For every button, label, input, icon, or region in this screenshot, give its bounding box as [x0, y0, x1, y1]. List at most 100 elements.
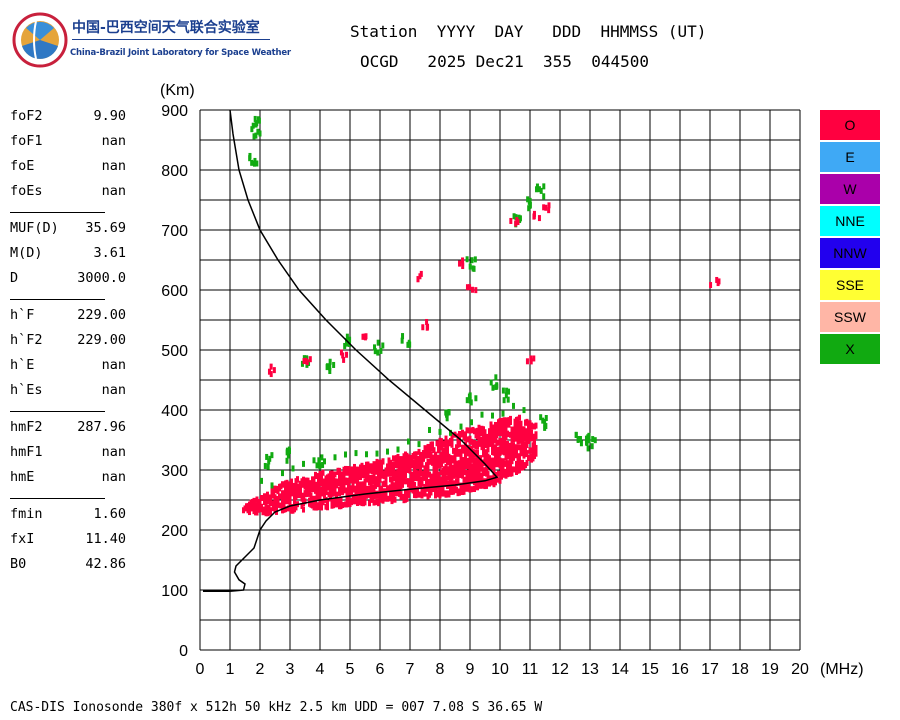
- o-mode-echo: [426, 467, 430, 474]
- parameter-value: 11.40: [85, 531, 126, 547]
- o-mode-echo: [506, 471, 509, 478]
- o-mode-echo: [516, 219, 520, 226]
- o-mode-echo: [440, 444, 443, 451]
- o-mode-echo: [438, 488, 442, 495]
- parameter-row: fmin 1.60: [10, 506, 130, 531]
- parameter-name: hmF2: [10, 419, 43, 435]
- x-mode-echo: [318, 463, 322, 470]
- x-mode-echo: [354, 450, 358, 457]
- o-mode-echo: [507, 446, 511, 453]
- o-mode-echo: [347, 483, 350, 490]
- x-mode-echo: [333, 454, 337, 461]
- x-mode-echo: [328, 358, 332, 365]
- o-mode-echo: [353, 470, 356, 477]
- parameter-row: h`Es nan: [10, 382, 130, 407]
- o-mode-echo: [351, 482, 355, 489]
- o-mode-echo: [363, 483, 367, 490]
- o-mode-echo: [366, 473, 370, 480]
- o-mode-echo: [524, 446, 527, 453]
- x-mode-echo: [470, 257, 474, 264]
- o-mode-echo: [510, 458, 514, 465]
- parameter-row: h`E nan: [10, 357, 130, 382]
- o-mode-echo: [357, 489, 361, 496]
- x-tick-label: 6: [376, 661, 385, 678]
- o-mode-echo: [426, 323, 430, 330]
- x-mode-echo: [491, 412, 494, 419]
- o-mode-echo: [458, 440, 461, 447]
- o-mode-echo: [476, 481, 479, 488]
- o-mode-echo: [305, 359, 309, 366]
- o-mode-echo: [248, 509, 251, 516]
- x-mode-echo: [285, 449, 289, 456]
- o-mode-echo: [441, 440, 445, 447]
- o-mode-echo: [435, 440, 439, 447]
- o-mode-echo: [368, 500, 371, 507]
- x-mode-echo: [396, 446, 400, 453]
- o-mode-echo: [522, 441, 526, 448]
- o-mode-echo: [468, 463, 472, 470]
- x-mode-echo: [494, 374, 498, 381]
- y-tick-label: 300: [161, 463, 188, 480]
- o-mode-echo: [264, 500, 268, 507]
- x-mode-echo: [512, 402, 515, 409]
- o-mode-echo: [342, 470, 346, 477]
- o-mode-echo: [279, 502, 283, 509]
- o-mode-echo: [326, 504, 329, 511]
- parameter-name: MUF(D): [10, 220, 59, 236]
- o-mode-echo: [444, 477, 448, 484]
- o-mode-echo: [530, 423, 533, 430]
- o-mode-echo: [431, 486, 434, 493]
- o-mode-echo: [468, 427, 472, 434]
- o-mode-echo: [483, 429, 487, 436]
- o-mode-echo: [492, 468, 496, 475]
- o-mode-echo: [440, 481, 443, 488]
- o-mode-echo: [480, 465, 484, 472]
- x-mode-echo: [542, 183, 546, 190]
- o-mode-echo: [503, 429, 506, 436]
- parameter-name: hmF1: [10, 444, 43, 460]
- x-mode-echo: [325, 364, 329, 371]
- o-mode-echo: [525, 450, 529, 457]
- parameter-name: foEs: [10, 183, 43, 199]
- o-mode-echo: [534, 446, 538, 453]
- x-mode-echo: [587, 432, 591, 439]
- o-mode-echo: [417, 448, 421, 455]
- x-mode-echo: [270, 482, 274, 489]
- o-mode-echo: [495, 476, 499, 483]
- parameter-value: nan: [101, 357, 126, 373]
- o-mode-echo: [504, 426, 508, 433]
- x-mode-echo: [467, 393, 471, 400]
- o-mode-echo: [521, 459, 524, 466]
- o-mode-echo: [480, 459, 484, 466]
- o-mode-echo: [529, 358, 533, 365]
- parameter-row: foEs nan: [10, 183, 130, 208]
- o-mode-echo: [260, 495, 263, 502]
- o-mode-echo: [477, 424, 481, 431]
- o-mode-echo: [318, 494, 322, 501]
- o-mode-echo: [386, 495, 389, 502]
- o-mode-echo: [375, 490, 379, 497]
- parameter-separator: [10, 295, 130, 307]
- x-mode-echo: [345, 333, 349, 340]
- x-mode-echo: [428, 426, 431, 433]
- o-mode-echo: [290, 479, 293, 486]
- o-mode-echo: [414, 451, 418, 458]
- o-mode-echo: [305, 484, 308, 491]
- logo-divider: [72, 39, 270, 40]
- x-tick-label: 3: [286, 661, 295, 678]
- parameter-value: 287.96: [77, 419, 126, 435]
- o-mode-echo: [438, 476, 442, 483]
- header-line-2: OCGD 2025 Dec21 355 044500: [360, 52, 649, 71]
- x-mode-echo: [470, 419, 473, 426]
- x-mode-echo: [343, 342, 347, 349]
- o-mode-echo: [506, 441, 509, 448]
- o-mode-echo: [294, 481, 298, 488]
- x-mode-echo: [379, 347, 383, 354]
- x-mode-echo: [501, 387, 505, 394]
- o-mode-echo: [504, 434, 508, 441]
- x-tick-label: 5: [346, 661, 355, 678]
- x-mode-echo: [328, 364, 332, 371]
- o-mode-echo: [503, 460, 506, 467]
- o-mode-echo: [429, 451, 433, 458]
